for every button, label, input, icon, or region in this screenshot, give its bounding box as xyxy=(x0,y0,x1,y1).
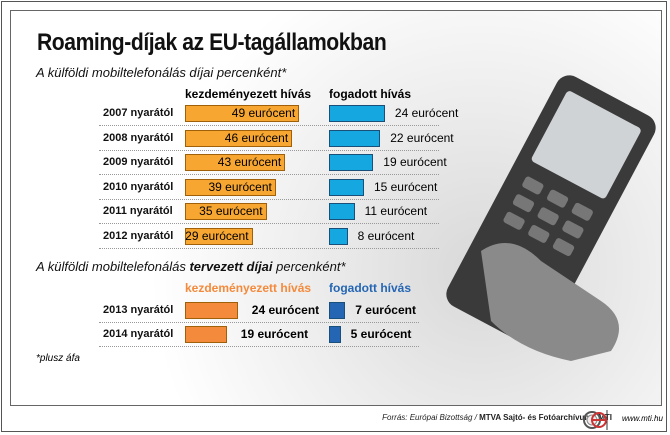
bar-incoming xyxy=(329,203,355,221)
row-separator xyxy=(99,149,439,151)
bar-outgoing xyxy=(185,105,300,122)
bar-outgoing-label: 39 eurócent xyxy=(208,179,272,194)
bar-incoming-label: 5 eurócent xyxy=(350,327,412,341)
category-label: 2009 nyarától xyxy=(103,156,174,169)
row-separator xyxy=(99,322,419,323)
section1-header-incoming: fogadott hívás xyxy=(329,87,412,101)
row-separator xyxy=(99,174,439,176)
category-label: 2011 nyarától xyxy=(103,205,173,218)
category-label: 2013 nyarától xyxy=(103,304,174,316)
bar-incoming xyxy=(329,326,341,343)
footnote: *plusz áfa xyxy=(36,353,80,364)
bar-incoming-label: 11 eurócent xyxy=(364,204,428,219)
row-separator xyxy=(99,223,439,225)
bar-outgoing-label: 29 eurócent xyxy=(185,229,249,243)
section2-subtitle: A külföldi mobiltelefonálás tervezett dí… xyxy=(36,259,346,274)
category-label: 2012 nyarától xyxy=(103,230,174,242)
row-separator xyxy=(99,346,419,347)
infographic-panel: Roaming-díjak az EU-tagállamokban A külf… xyxy=(10,10,662,406)
bar-outgoing-label: 46 eurócent xyxy=(224,130,289,145)
section1-header-outgoing: kezdeményezett hívás xyxy=(185,87,312,101)
bar-incoming xyxy=(329,105,385,122)
bar-outgoing xyxy=(185,302,238,319)
category-label: 2014 nyarától xyxy=(103,328,174,340)
subtitle-part: percenként* xyxy=(272,259,346,274)
bar-outgoing xyxy=(185,203,267,221)
section2-header-incoming: fogadott hívás xyxy=(329,281,412,295)
bar-outgoing-label: 24 eurócent xyxy=(251,303,320,317)
mti-logo-icon xyxy=(591,412,607,428)
section1-subtitle: A külföldi mobiltelefonálás díjai percen… xyxy=(36,65,287,80)
source-text: Forrás: Európai Bizottság / xyxy=(382,413,480,422)
bar-incoming xyxy=(329,302,346,319)
bar-outgoing xyxy=(185,178,276,196)
category-label: 2008 nyarától xyxy=(103,131,174,144)
bar-incoming-label: 7 eurócent xyxy=(355,303,416,317)
footer-url: www.mti.hu xyxy=(622,414,663,423)
bar-incoming xyxy=(329,228,348,245)
category-label: 2010 nyarától xyxy=(103,180,174,193)
bar-incoming-label: 24 eurócent xyxy=(394,106,459,120)
bar-outgoing xyxy=(185,326,227,343)
bar-incoming xyxy=(329,154,374,172)
bar-incoming-label: 15 eurócent xyxy=(373,179,438,194)
bar-incoming xyxy=(329,178,364,196)
bar-incoming xyxy=(329,129,381,147)
bar-outgoing xyxy=(185,228,253,245)
subtitle-part: A külföldi mobiltelefonálás xyxy=(36,259,190,274)
bar-outgoing-label: 49 eurócent xyxy=(231,106,296,120)
bar-outgoing xyxy=(185,154,286,172)
bar-outgoing-label: 43 eurócent xyxy=(217,155,282,170)
bar-incoming-label: 22 eurócent xyxy=(390,130,454,145)
subtitle-bold: tervezett díjai xyxy=(189,259,273,274)
category-label: 2007 nyarától xyxy=(103,107,174,119)
bar-incoming-label: 8 eurócent xyxy=(357,229,415,243)
source-bold: MTVA Sajtó- és Fotóarchívum / MTI xyxy=(479,413,612,422)
row-separator xyxy=(99,198,439,200)
bar-outgoing-label: 19 eurócent xyxy=(240,327,309,341)
phone-illustration xyxy=(446,75,656,361)
row-separator xyxy=(99,248,439,249)
bar-outgoing-label: 35 eurócent xyxy=(199,204,263,219)
chart-title: Roaming-díjak az EU-tagállamokban xyxy=(37,29,387,56)
section2-header-outgoing: kezdeményezett hívás xyxy=(185,281,312,295)
footer-source: Forrás: Európai Bizottság / MTVA Sajtó- … xyxy=(0,413,612,422)
bar-outgoing xyxy=(185,129,293,147)
bar-incoming-label: 19 eurócent xyxy=(383,155,447,170)
row-separator xyxy=(99,125,439,126)
